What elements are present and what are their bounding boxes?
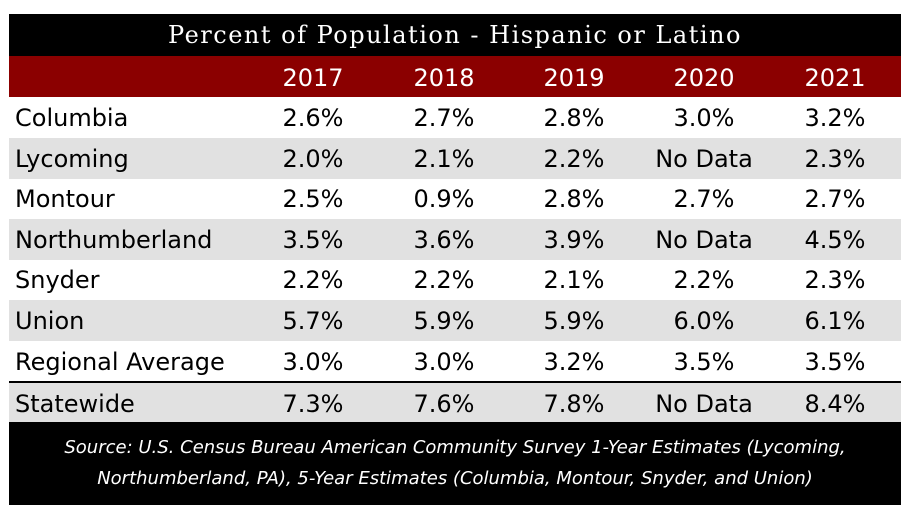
table-cell: 2.7% bbox=[673, 185, 735, 213]
table-cell: No Data bbox=[655, 226, 753, 254]
table-cell: 3.5% bbox=[282, 226, 344, 254]
table-cell: 5.9% bbox=[413, 307, 475, 335]
table-cell: 3.9% bbox=[543, 226, 605, 254]
table-cell: 3.0% bbox=[282, 348, 344, 376]
column-header-2020: 2020 bbox=[673, 64, 735, 92]
table-cell: No Data bbox=[655, 390, 753, 418]
table-cell: 2.2% bbox=[543, 145, 605, 173]
table-row: Montour 2.5% 0.9% 2.8% 2.7% 2.7% bbox=[9, 178, 901, 219]
table-cell: 3.5% bbox=[804, 348, 866, 376]
table-cell: 3.0% bbox=[413, 348, 475, 376]
row-label: Regional Average bbox=[15, 348, 225, 376]
column-header-2019: 2019 bbox=[543, 64, 605, 92]
table-cell: 5.7% bbox=[282, 307, 344, 335]
table-cell: 2.0% bbox=[282, 145, 344, 173]
row-label: Columbia bbox=[15, 104, 129, 132]
table-cell: 8.4% bbox=[804, 390, 866, 418]
table-cell: 2.3% bbox=[804, 145, 866, 173]
table-cell: 2.7% bbox=[413, 104, 475, 132]
table-cell: 2.8% bbox=[543, 185, 605, 213]
table-cell: 3.2% bbox=[804, 104, 866, 132]
table-cell: 2.5% bbox=[282, 185, 344, 213]
source-line-2: Northumberland, PA), 5-Year Estimates (C… bbox=[97, 468, 813, 489]
row-label: Montour bbox=[15, 185, 115, 213]
table-row: Snyder 2.2% 2.2% 2.1% 2.2% 2.3% bbox=[9, 259, 901, 300]
table-cell: 2.1% bbox=[543, 266, 605, 294]
column-header-2021: 2021 bbox=[804, 64, 866, 92]
table-cell: 2.7% bbox=[804, 185, 866, 213]
table-row: Union 5.7% 5.9% 5.9% 6.0% 6.1% bbox=[9, 300, 901, 341]
table-cell: 2.8% bbox=[543, 104, 605, 132]
table-row: Lycoming 2.0% 2.1% 2.2% No Data 2.3% bbox=[9, 138, 901, 179]
table-cell: 0.9% bbox=[413, 185, 475, 213]
column-header-2017: 2017 bbox=[282, 64, 344, 92]
table-cell: 5.9% bbox=[543, 307, 605, 335]
table-row: Columbia 2.6% 2.7% 2.8% 3.0% 3.2% bbox=[9, 97, 901, 138]
row-label: Lycoming bbox=[15, 145, 129, 173]
row-label: Statewide bbox=[15, 390, 135, 418]
table-cell: 3.2% bbox=[543, 348, 605, 376]
row-label: Northumberland bbox=[15, 226, 213, 254]
table-cell: 6.0% bbox=[673, 307, 735, 335]
table-cell: 3.0% bbox=[673, 104, 735, 132]
table-cell: 2.2% bbox=[282, 266, 344, 294]
row-label: Snyder bbox=[15, 266, 100, 294]
table-cell: No Data bbox=[655, 145, 753, 173]
header-row: 2017 2018 2019 2020 2021 bbox=[9, 56, 901, 97]
table-title: Percent of Population - Hispanic or Lati… bbox=[9, 14, 901, 56]
table-cell: 2.1% bbox=[413, 145, 475, 173]
table-row: Regional Average 3.0% 3.0% 3.2% 3.5% 3.5% bbox=[9, 341, 901, 382]
column-header-2018: 2018 bbox=[413, 64, 475, 92]
table-cell: 7.8% bbox=[543, 390, 605, 418]
table-cell: 2.6% bbox=[282, 104, 344, 132]
table-cell: 2.2% bbox=[413, 266, 475, 294]
table-cell: 6.1% bbox=[804, 307, 866, 335]
table-cell: 2.3% bbox=[804, 266, 866, 294]
source-note: Source: U.S. Census Bureau American Comm… bbox=[9, 422, 901, 505]
source-line-1: Source: U.S. Census Bureau American Comm… bbox=[64, 437, 846, 458]
table-row: Northumberland 3.5% 3.6% 3.9% No Data 4.5% bbox=[9, 219, 901, 260]
table-cell: 2.2% bbox=[673, 266, 735, 294]
table-cell: 4.5% bbox=[804, 226, 866, 254]
table-cell: 7.6% bbox=[413, 390, 475, 418]
table-cell: 3.5% bbox=[673, 348, 735, 376]
row-label: Union bbox=[15, 307, 85, 335]
table-cell: 7.3% bbox=[282, 390, 344, 418]
table-figure: Percent of Population - Hispanic or Lati… bbox=[9, 14, 901, 505]
table-row: Statewide 7.3% 7.6% 7.8% No Data 8.4% bbox=[9, 381, 901, 422]
table-cell: 3.6% bbox=[413, 226, 475, 254]
